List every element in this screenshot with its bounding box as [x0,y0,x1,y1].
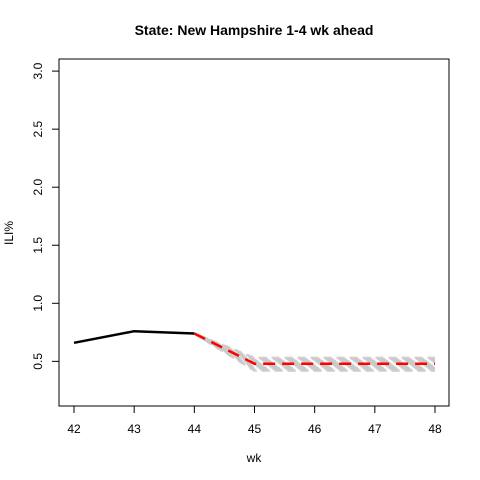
y-tick-label: 2.0 [31,179,45,196]
y-tick-label: 1.5 [31,237,45,254]
x-tick-label: 42 [67,422,81,436]
x-axis-label: wk [246,451,263,465]
y-tick-label: 1.0 [31,295,45,312]
y-tick-label: 0.5 [31,353,45,370]
y-axis-label: ILI% [2,221,16,245]
forecast-sample-path [193,332,435,360]
x-tick-label: 44 [188,422,202,436]
chart-title: State: New Hampshire 1-4 wk ahead [135,22,374,38]
x-tick-label: 47 [368,422,382,436]
x-tick-label: 46 [308,422,322,436]
x-tick-label: 48 [428,422,442,436]
x-tick-label: 45 [248,422,262,436]
observed-line [73,329,195,345]
series-lines [73,329,435,365]
x-tick-label: 43 [127,422,141,436]
forecast-line [193,332,435,365]
y-tick-label: 3.0 [31,62,45,79]
plot-frame [58,58,450,407]
y-tick-label: 2.5 [31,120,45,137]
x-axis: 42 43 44 45 46 47 48 [67,405,442,436]
y-axis: 0.5 1.0 1.5 2.0 2.5 3.0 [31,62,60,370]
